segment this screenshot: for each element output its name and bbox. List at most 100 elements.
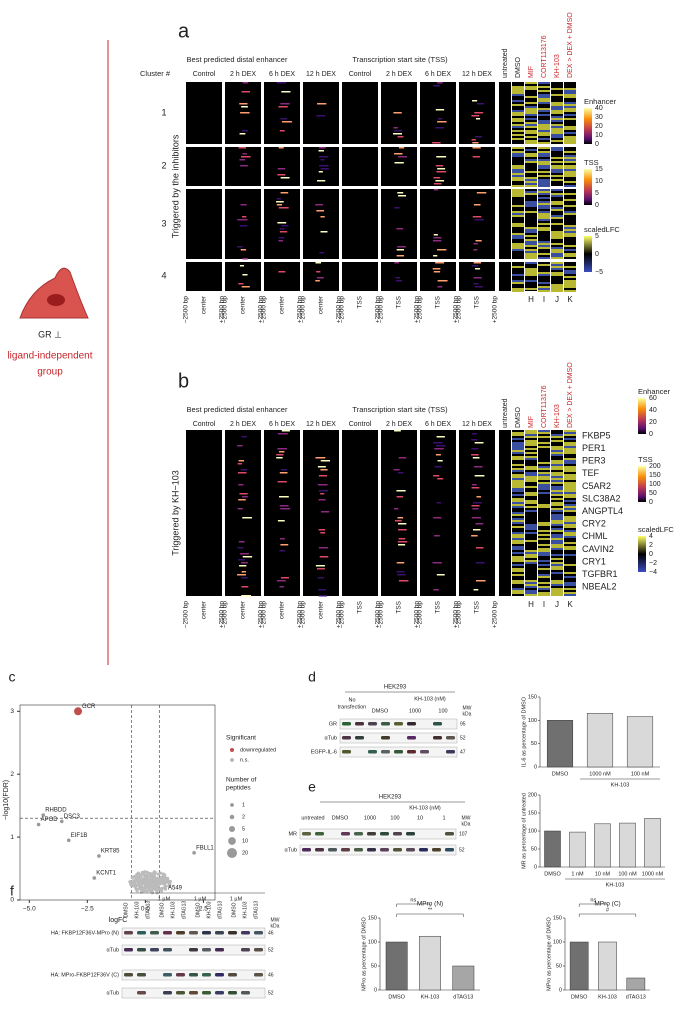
side-cell	[564, 290, 576, 292]
side-cell	[538, 179, 550, 181]
side-cell	[564, 446, 576, 448]
side-cell	[538, 476, 550, 478]
legend-tick: 5	[595, 190, 599, 197]
heatmap-cell	[471, 487, 480, 489]
heatmap-cell	[242, 258, 248, 260]
point-label: DSC3	[64, 814, 81, 820]
heatmap-cell	[398, 580, 409, 582]
heatmap-cell	[239, 133, 246, 135]
side-cell	[564, 532, 576, 534]
heatmap-block	[186, 430, 222, 596]
side-cell	[512, 233, 524, 235]
legend-tick: 4	[649, 533, 653, 540]
side-cell	[525, 442, 537, 444]
x-tick-label: −5.0	[23, 906, 36, 913]
column-label: 12 h DEX	[462, 421, 492, 428]
heatmap-cell	[242, 82, 249, 84]
side-cell	[525, 245, 537, 247]
band	[380, 848, 389, 852]
side-column-label: DEX > DEX + DMSO	[567, 362, 574, 428]
lane-label: transfection	[338, 704, 366, 710]
legend-tick: 0	[595, 141, 599, 148]
side-cell	[512, 588, 524, 590]
side-cell	[512, 191, 524, 193]
side-cell	[512, 90, 524, 92]
heatmap-cell	[242, 130, 249, 132]
axis-tick-label: −2500 bp	[456, 296, 463, 324]
side-cell	[525, 88, 537, 90]
side-column-label: DMSO	[515, 56, 522, 78]
side-cell	[525, 262, 537, 264]
side-cell	[551, 124, 563, 126]
band	[420, 750, 429, 754]
y-tick-label: 1	[10, 834, 14, 841]
heatmap-cell	[315, 457, 326, 459]
background-point	[163, 885, 167, 889]
side-cell	[564, 448, 576, 450]
point-label: KRT85	[101, 849, 120, 855]
heatmap-cell	[397, 246, 406, 248]
band	[393, 832, 402, 836]
panel-label: a	[178, 20, 190, 42]
side-cell	[538, 484, 550, 486]
band	[433, 722, 442, 726]
side-cell	[525, 540, 537, 542]
side-cell	[551, 490, 563, 492]
axis-tick-label: +2500 bp	[336, 296, 343, 324]
background-point	[143, 876, 148, 880]
heatmap-cell	[472, 216, 482, 218]
blot-row-label: GR	[329, 721, 337, 727]
x-tick-label: −2.5	[81, 906, 94, 913]
side-cell	[512, 189, 524, 191]
mw-label: 47	[460, 749, 466, 755]
heatmap-block	[225, 189, 261, 259]
heatmap-cell	[433, 85, 440, 87]
side-cell	[564, 235, 576, 237]
side-cell	[512, 512, 524, 514]
side-cell	[525, 231, 537, 233]
side-cell	[564, 88, 576, 90]
side-cell	[525, 108, 537, 110]
heatmap-cell	[394, 207, 400, 209]
lane-label: 100	[438, 708, 447, 714]
heatmap-block	[303, 430, 339, 596]
receptor-label: GR ⊥	[38, 329, 62, 339]
heatmap-block	[459, 147, 495, 186]
side-cell	[525, 562, 537, 564]
side-cell	[512, 500, 524, 502]
heatmap-cell	[437, 460, 443, 462]
column-label: 6 h DEX	[269, 71, 295, 78]
heatmap-cell	[317, 103, 327, 105]
side-cell	[538, 478, 550, 480]
axis-tick-label: −2500 bp	[456, 601, 463, 629]
legend-title: Significant	[226, 735, 256, 742]
side-cell	[564, 229, 576, 231]
side-cell	[512, 538, 524, 540]
heatmap-cell	[317, 484, 328, 486]
heatmap-cell	[472, 508, 479, 510]
size-swatch	[230, 803, 234, 807]
side-cell	[538, 132, 550, 134]
heatmap-cell	[393, 133, 403, 135]
blot-row-label: HA: FKBP12F36V-MPro (N)	[51, 930, 119, 936]
heatmap-cell	[238, 499, 246, 501]
heatmap-cell	[436, 445, 446, 447]
colorbar	[638, 466, 646, 502]
heatmap-cell	[237, 463, 242, 465]
side-cell	[551, 462, 563, 464]
treatment-label: KH-103 (nM)	[409, 805, 441, 811]
axis-tick-label: +2500 bp	[414, 296, 421, 324]
legend-item: 2	[242, 814, 245, 820]
side-cell	[551, 169, 563, 171]
side-cell	[512, 582, 524, 584]
heatmap-cell	[394, 162, 404, 164]
band	[254, 973, 263, 977]
side-cell	[525, 444, 537, 446]
side-cell	[512, 92, 524, 94]
band	[354, 848, 363, 852]
panel-label: e	[308, 779, 316, 795]
legend-title: TSS	[584, 158, 599, 167]
side-cell	[551, 262, 563, 264]
legend-item: 5	[242, 826, 245, 832]
